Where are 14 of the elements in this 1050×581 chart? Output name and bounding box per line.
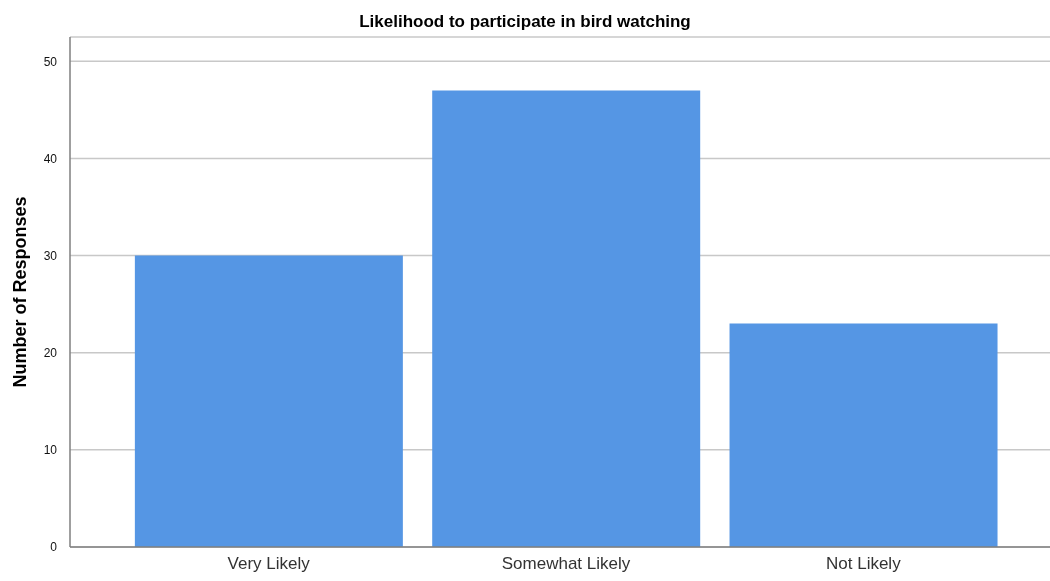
bar: [432, 90, 701, 547]
y-tick-label: 10: [43, 443, 58, 458]
y-tick-label: 20: [43, 345, 58, 360]
chart-title: Likelihood to participate in bird watching: [358, 12, 692, 32]
y-tick-label: 50: [43, 54, 58, 69]
x-tick-label: Very Likely: [227, 554, 311, 574]
y-axis-title: Number of Responses: [9, 196, 31, 388]
y-tick-label: 40: [43, 151, 58, 166]
y-tick-label: 30: [43, 248, 58, 263]
x-tick-label: Somewhat Likely: [501, 554, 631, 574]
y-tick-label: 0: [50, 540, 58, 555]
x-tick-label: Not Likely: [826, 554, 902, 574]
bar: [134, 255, 403, 547]
bar: [729, 323, 998, 547]
